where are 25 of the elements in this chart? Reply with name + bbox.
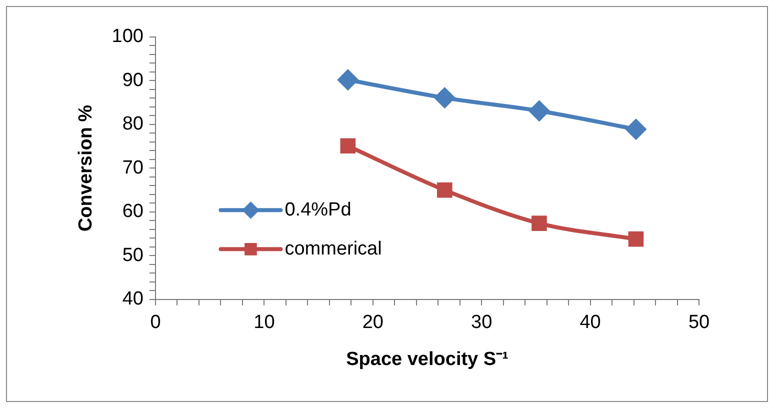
y-tick-label: 80 [122,114,144,135]
x-axis-title: Space velocity S⁻¹ [346,348,508,370]
x-tick-label: 40 [580,312,601,334]
point [436,182,452,198]
point [626,119,646,140]
x-tick-label: 0 [150,312,161,334]
y-tick-label: 100 [112,26,144,48]
point [338,70,358,90]
legend-label: 0.4%Pd [284,199,352,220]
x-tick-label: 20 [362,312,384,334]
y-tick-label: 40 [122,288,144,310]
point [434,88,455,108]
x-tick-label: 30 [471,312,492,334]
y-tick-label: 60 [122,201,144,222]
y-axis-title: Conversion % [76,104,97,232]
point [340,138,356,154]
y-tick-label: 90 [122,70,144,91]
legend-label: commerical [284,238,382,260]
point [532,216,547,231]
point [628,231,644,247]
x-tick-label: 50 [688,312,710,334]
y-tick-label: 50 [122,244,144,266]
y-tick-label: 70 [122,157,144,178]
point [529,100,550,121]
x-tick-label: 10 [254,312,275,334]
